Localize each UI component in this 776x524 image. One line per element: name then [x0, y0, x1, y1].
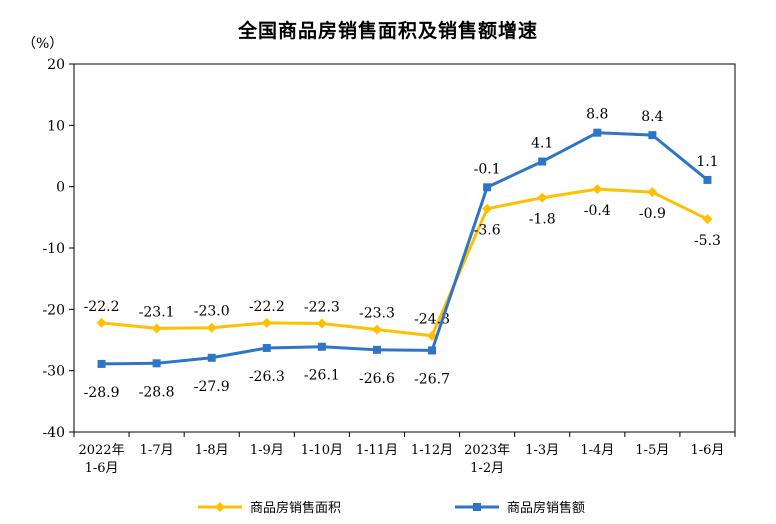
- data-label: -0.9: [639, 206, 666, 222]
- data-label: 8.4: [641, 109, 663, 125]
- series-line: [101, 131, 709, 366]
- data-point: [262, 343, 271, 352]
- data-point: [152, 359, 161, 368]
- x-tick-label: 2023年 1-2月: [464, 443, 510, 476]
- data-label: 8.8: [586, 107, 608, 123]
- data-point: [316, 318, 327, 329]
- data-point: [648, 131, 657, 140]
- y-tick-label: 20: [47, 57, 65, 73]
- y-axis-label: （%）: [22, 36, 63, 52]
- x-tick-label: 1-11月: [356, 443, 398, 458]
- data-point: [371, 324, 382, 335]
- data-point: [428, 346, 437, 355]
- data-label: -28.9: [84, 385, 120, 401]
- data-point: [261, 317, 272, 328]
- data-label: 4.1: [531, 136, 553, 152]
- plot-frame: [73, 63, 736, 433]
- data-point: [151, 323, 162, 334]
- chart-title: 全国商品房销售面积及销售额增速: [237, 20, 538, 42]
- data-label: -22.2: [249, 299, 285, 315]
- data-point: [96, 317, 107, 328]
- x-tick-label: 1-5月: [635, 443, 669, 458]
- data-point: [372, 345, 381, 354]
- y-tick-label: -40: [42, 425, 65, 441]
- x-tick-label: 1-3月: [525, 443, 559, 458]
- x-tick-label: 1-8月: [195, 443, 229, 458]
- data-point: [482, 203, 493, 214]
- data-point: [593, 128, 602, 137]
- x-tick-label: 1-10月: [301, 443, 343, 458]
- legend-marker: [473, 503, 481, 511]
- data-point: [206, 322, 217, 333]
- x-tick-label: 2022年 1-6月: [78, 443, 124, 476]
- data-label: -0.1: [474, 161, 501, 177]
- y-tick-label: -20: [42, 302, 65, 318]
- data-label: -22.2: [84, 299, 120, 315]
- data-point: [647, 187, 658, 198]
- y-tick-label: 0: [56, 180, 65, 196]
- data-point: [427, 330, 438, 341]
- data-label: -23.0: [194, 304, 230, 320]
- series-line: [101, 187, 709, 338]
- data-label: -22.3: [304, 299, 340, 315]
- x-tick-label: 1-4月: [580, 443, 614, 458]
- data-label: -26.7: [414, 371, 450, 387]
- data-label: 1.1: [696, 154, 718, 170]
- data-label: -26.1: [304, 368, 340, 384]
- data-label: -26.6: [359, 371, 395, 387]
- data-label: -0.4: [584, 203, 611, 219]
- x-tick-label: 1-12月: [411, 443, 453, 458]
- y-tick-label: 10: [47, 118, 65, 134]
- data-point: [207, 353, 216, 362]
- y-tick-label: -10: [42, 241, 65, 257]
- x-tick-label: 1-7月: [140, 443, 174, 458]
- data-label: -26.3: [249, 369, 285, 385]
- data-point: [538, 157, 547, 166]
- data-label: -5.3: [694, 233, 721, 249]
- data-point: [97, 359, 106, 368]
- data-point: [703, 175, 712, 184]
- data-point: [483, 183, 492, 192]
- legend-marker: [215, 502, 225, 512]
- data-point: [537, 192, 548, 203]
- data-point: [702, 214, 713, 225]
- x-tick-label: 1-6月: [690, 443, 724, 458]
- data-label: -23.3: [359, 306, 395, 322]
- data-label: -27.9: [194, 379, 230, 395]
- legend-label: 商品房销售面积: [250, 500, 341, 516]
- x-tick-label: 1-9月: [250, 443, 284, 458]
- legend-label: 商品房销售额: [507, 500, 585, 516]
- data-label: -3.6: [474, 223, 501, 239]
- data-point: [317, 342, 326, 351]
- data-point: [592, 184, 603, 195]
- data-label: -28.8: [139, 384, 175, 400]
- y-tick-label: -30: [42, 364, 65, 380]
- data-label: -1.8: [529, 212, 556, 228]
- data-label: -23.1: [139, 304, 175, 320]
